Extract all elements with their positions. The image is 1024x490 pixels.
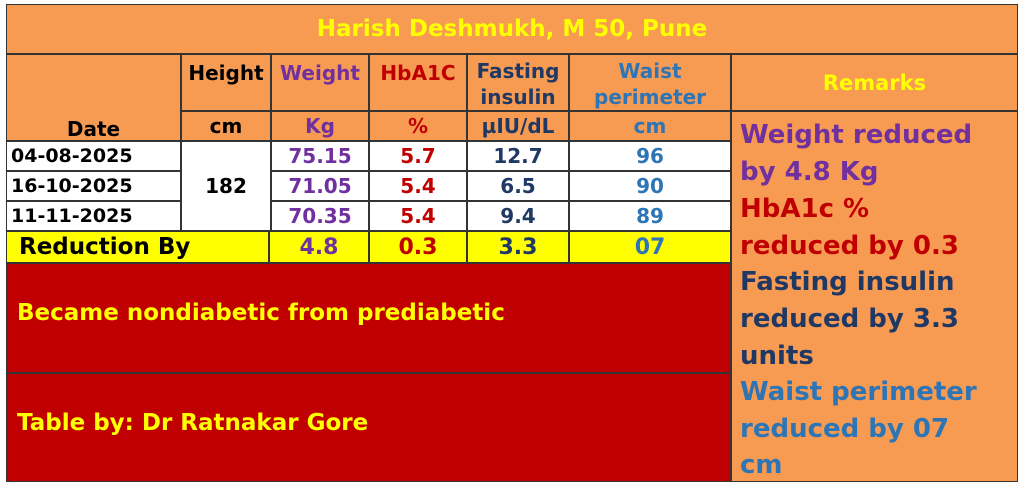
- remark-weight-line-1: Weight reduced: [740, 120, 973, 150]
- hba1c-value: 5.7: [400, 144, 436, 168]
- hba1c-header: HbA1C: [380, 61, 456, 85]
- insulin-cell: 9.4: [467, 201, 569, 231]
- date-header: Date: [66, 117, 121, 141]
- hba1c-value: 5.4: [400, 204, 436, 228]
- remark-hba1c-line-2: reduced by 0.3: [740, 231, 959, 261]
- remarks-header: Remarks: [822, 70, 927, 95]
- height-header: Height: [188, 61, 264, 85]
- insulin-value: 12.7: [493, 144, 543, 168]
- remark-weight-line-2: by 4.8 Kg: [740, 157, 879, 187]
- reduction-hba1c: 0.3: [398, 234, 438, 260]
- remarks-body: Weight reduced by 4.8 Kg HbA1c % reduced…: [731, 111, 1018, 482]
- date-cell-1: 04-08-2025: [6, 141, 181, 171]
- date-value: 11-11-2025: [11, 205, 133, 227]
- waist-cell: 89: [569, 201, 731, 231]
- remark-waist-line-2: reduced by 07: [740, 414, 950, 444]
- waist-value: 90: [636, 174, 664, 198]
- header-hba1c-cell: HbA1C: [369, 54, 467, 111]
- weight-header: Weight: [280, 61, 360, 85]
- height-value-cell: 182: [181, 141, 271, 231]
- weight-unit: Kg: [305, 114, 335, 138]
- reduction-insulin-cell: 3.3: [467, 231, 569, 263]
- date-value: 04-08-2025: [11, 145, 133, 167]
- hba1c-cell: 5.7: [369, 141, 467, 171]
- conclusion-text: Became nondiabetic from prediabetic: [17, 300, 505, 326]
- height-unit-cell: cm: [181, 111, 271, 141]
- header-insulin-cell: Fasting insulin: [467, 54, 569, 111]
- hba1c-cell: 5.4: [369, 171, 467, 201]
- header-weight-cell: Weight: [271, 54, 369, 111]
- weight-unit-cell: Kg: [271, 111, 369, 141]
- remarks-header-cell: Remarks: [731, 54, 1018, 111]
- reduction-label-cell: Reduction By: [6, 231, 269, 263]
- remark-waist-line-3: cm: [740, 450, 783, 480]
- reduction-label: Reduction By: [19, 234, 191, 260]
- weight-cell: 75.15: [271, 141, 369, 171]
- insulin-value: 9.4: [500, 204, 536, 228]
- reduction-weight-cell: 4.8: [269, 231, 369, 263]
- date-cell-3: 11-11-2025: [6, 201, 181, 231]
- conclusion-cell: Became nondiabetic from prediabetic: [6, 263, 731, 373]
- weight-value: 75.15: [288, 144, 352, 168]
- waist-value: 89: [636, 204, 664, 228]
- waist-unit: cm: [633, 114, 667, 138]
- reduction-insulin: 3.3: [498, 234, 538, 260]
- header-date-cell: Date: [6, 54, 181, 141]
- reduction-waist-cell: 07: [569, 231, 731, 263]
- waist-value: 96: [636, 144, 664, 168]
- weight-cell: 70.35: [271, 201, 369, 231]
- credit-cell: Table by: Dr Ratnakar Gore: [6, 373, 731, 482]
- height-value: 182: [205, 174, 247, 198]
- title-bar: Harish Deshmukh, M 50, Pune: [6, 4, 1018, 54]
- insulin-unit: µIU/dL: [481, 114, 555, 138]
- insulin-cell: 6.5: [467, 171, 569, 201]
- insulin-unit-cell: µIU/dL: [467, 111, 569, 141]
- hba1c-cell: 5.4: [369, 201, 467, 231]
- reduction-waist: 07: [634, 234, 666, 260]
- waist-header-line-2: perimeter: [594, 85, 706, 109]
- remark-hba1c-line-1: HbA1c %: [740, 194, 870, 224]
- weight-cell: 71.05: [271, 171, 369, 201]
- header-waist-cell: Waist perimeter: [569, 54, 731, 111]
- height-unit: cm: [209, 114, 243, 138]
- waist-cell: 96: [569, 141, 731, 171]
- insulin-header-line-2: insulin: [480, 85, 556, 109]
- weight-value: 70.35: [288, 204, 352, 228]
- waist-unit-cell: cm: [569, 111, 731, 141]
- insulin-header-line-1: Fasting: [476, 59, 560, 83]
- date-cell-2: 16-10-2025: [6, 171, 181, 201]
- header-height-cell: Height: [181, 54, 271, 111]
- hba1c-unit-cell: %: [369, 111, 467, 141]
- hba1c-value: 5.4: [400, 174, 436, 198]
- reduction-hba1c-cell: 0.3: [369, 231, 467, 263]
- remark-waist-line-1: Waist perimeter: [740, 377, 977, 407]
- insulin-cell: 12.7: [467, 141, 569, 171]
- insulin-value: 6.5: [500, 174, 536, 198]
- waist-cell: 90: [569, 171, 731, 201]
- credit-text: Table by: Dr Ratnakar Gore: [17, 410, 369, 436]
- page-title: Harish Deshmukh, M 50, Pune: [316, 16, 708, 42]
- hba1c-unit: %: [407, 114, 429, 138]
- weight-value: 71.05: [288, 174, 352, 198]
- remark-insulin-line-1: Fasting insulin: [740, 267, 955, 297]
- date-value: 16-10-2025: [11, 175, 133, 197]
- waist-header-line-1: Waist: [618, 59, 682, 83]
- remark-insulin-line-2: reduced by 3.3: [740, 304, 959, 334]
- reduction-weight: 4.8: [299, 234, 339, 260]
- remark-insulin-line-3: units: [740, 341, 814, 371]
